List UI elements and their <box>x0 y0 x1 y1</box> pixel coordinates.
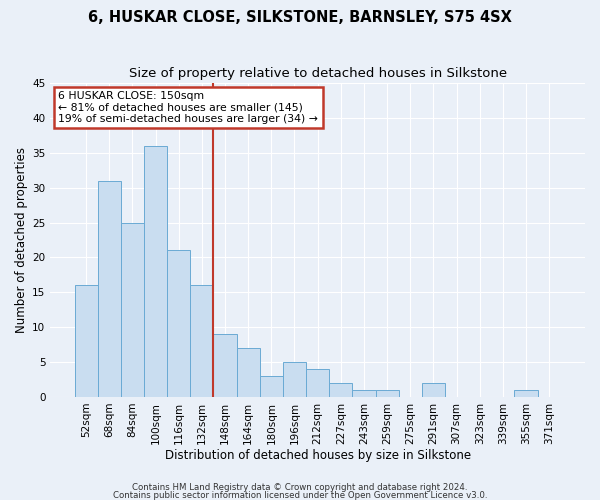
Text: Contains HM Land Registry data © Crown copyright and database right 2024.: Contains HM Land Registry data © Crown c… <box>132 484 468 492</box>
Bar <box>376 390 398 397</box>
Bar <box>144 146 167 397</box>
Text: Contains public sector information licensed under the Open Government Licence v3: Contains public sector information licen… <box>113 490 487 500</box>
Bar <box>306 369 329 397</box>
Bar <box>121 222 144 397</box>
Bar <box>422 383 445 397</box>
Bar <box>329 383 352 397</box>
X-axis label: Distribution of detached houses by size in Silkstone: Distribution of detached houses by size … <box>164 450 471 462</box>
Bar <box>98 180 121 397</box>
Bar <box>74 286 98 397</box>
Y-axis label: Number of detached properties: Number of detached properties <box>15 147 28 333</box>
Bar <box>190 286 214 397</box>
Text: 6 HUSKAR CLOSE: 150sqm
← 81% of detached houses are smaller (145)
19% of semi-de: 6 HUSKAR CLOSE: 150sqm ← 81% of detached… <box>58 91 318 124</box>
Bar <box>260 376 283 397</box>
Bar <box>352 390 376 397</box>
Bar <box>167 250 190 397</box>
Text: 6, HUSKAR CLOSE, SILKSTONE, BARNSLEY, S75 4SX: 6, HUSKAR CLOSE, SILKSTONE, BARNSLEY, S7… <box>88 10 512 25</box>
Bar <box>283 362 306 397</box>
Bar <box>514 390 538 397</box>
Bar <box>214 334 236 397</box>
Title: Size of property relative to detached houses in Silkstone: Size of property relative to detached ho… <box>128 68 507 80</box>
Bar <box>236 348 260 397</box>
